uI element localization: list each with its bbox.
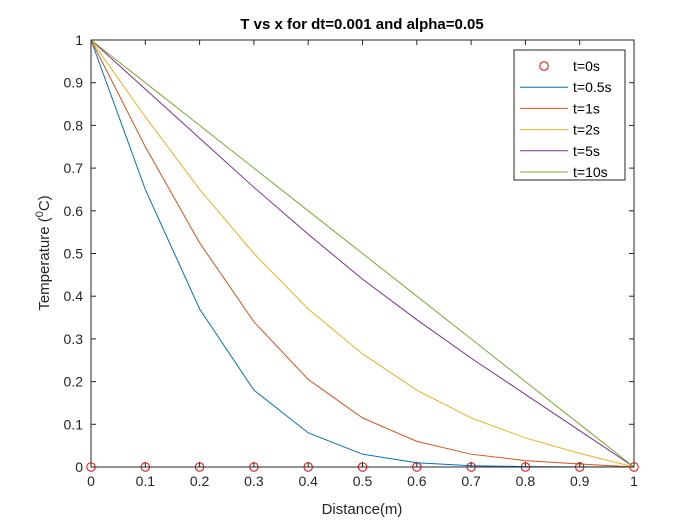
legend-item-t-1s: t=1s	[520, 100, 600, 116]
legend-label: t=10s	[573, 164, 608, 180]
x-axis-label: Distance(m)	[322, 501, 403, 518]
legend-label: t=1s	[573, 100, 600, 116]
chart-title: T vs x for dt=0.001 and alpha=0.05	[240, 16, 483, 33]
legend-item-t-2s: t=2s	[520, 122, 600, 138]
legend-item-t-0-5s: t=0.5s	[520, 79, 612, 95]
x-tick-label: 0.8	[516, 473, 536, 489]
x-tick-label: 0.1	[136, 473, 156, 489]
series-line-t-5s	[90, 39, 635, 468]
legend-marker	[539, 61, 549, 71]
y-tick-label: 0.5	[64, 246, 84, 262]
series-line-t-2s	[90, 39, 635, 468]
y-tick-label: 0.4	[64, 288, 84, 304]
y-tick-label: 0.9	[64, 75, 84, 91]
x-tick-label: 1	[630, 473, 638, 489]
legend-label: t=0.5s	[573, 79, 612, 95]
y-tick-label: 0.7	[64, 160, 84, 176]
y-tick-label: 0.3	[64, 331, 84, 347]
x-tick-label: 0.2	[190, 473, 210, 489]
y-tick-label: 0.2	[64, 374, 84, 390]
legend-items: t=0s t=0.5s t=1s t=2s t=5s t=10s	[520, 58, 612, 180]
x-tick-label: 0.7	[461, 473, 481, 489]
y-tick-label: 1	[75, 32, 83, 48]
x-tick-label: 0.9	[570, 473, 590, 489]
x-tick-label: 0	[87, 473, 95, 489]
y-axis-label: Temperature (0C)	[34, 195, 53, 310]
x-tick-label: 0.5	[353, 473, 373, 489]
legend-label: t=0s	[573, 58, 600, 74]
y-tick-label: 0.6	[64, 203, 84, 219]
legend-item-t-5s: t=5s	[520, 143, 600, 159]
y-axis-label-main: Temperature (	[36, 217, 53, 310]
legend-item-t-10s: t=10s	[520, 164, 608, 180]
x-tick-label: 0.6	[407, 473, 427, 489]
axis-layer: 0 0.1 0.2 0.3 0.4 0.5 0.6 0.7 0.8 0.9 1 0 0.1 0.2 0.3 0…	[64, 32, 639, 489]
legend: t=0s t=0.5s t=1s t=2s t=5s t=10s	[513, 49, 626, 181]
x-tick-label: 0.4	[298, 473, 318, 489]
y-axis-label-unit: C)	[36, 195, 53, 211]
legend-box	[513, 49, 626, 181]
legend-item-t-0s: t=0s	[539, 58, 600, 74]
series-line-t-10s	[90, 39, 635, 468]
legend-label: t=2s	[573, 122, 600, 138]
x-tick-label: 0.3	[244, 473, 264, 489]
y-tick-label: 0	[75, 459, 83, 475]
y-axis-label-superscript: 0	[34, 211, 46, 217]
series-line-t-1s	[90, 39, 635, 468]
y-tick-label: 0.8	[64, 117, 84, 133]
y-tick-label: 0.1	[64, 416, 84, 432]
legend-label: t=5s	[573, 143, 600, 159]
